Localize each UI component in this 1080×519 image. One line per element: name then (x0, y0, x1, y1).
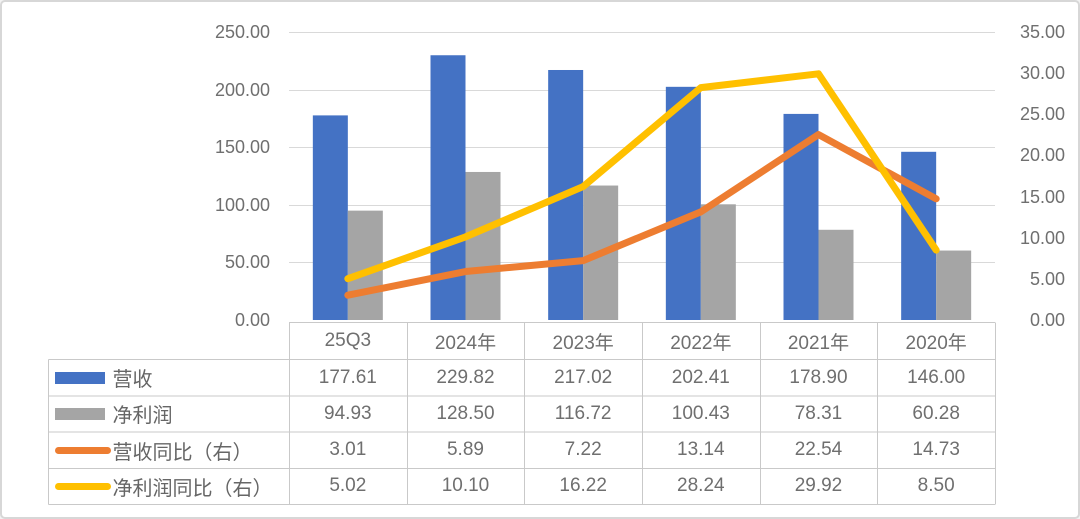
swatch-color (54, 482, 111, 490)
table-cell: 60.28 (912, 402, 960, 424)
swatch-color (54, 407, 105, 420)
table-cell: 146.00 (907, 366, 966, 388)
legend-entry: 净利润 (49, 396, 290, 432)
right-axis-tick: 35.00 (1019, 22, 1065, 42)
legend-entry: 营收同比（右） (49, 432, 290, 468)
right-axis-tick: 30.00 (1019, 63, 1065, 84)
legend-bar-swatch-icon (54, 371, 113, 384)
legend-label: 营收 (112, 369, 153, 392)
swatch-color (54, 371, 105, 384)
bar-net-profit (936, 250, 972, 320)
table-cell: 5.89 (446, 439, 484, 461)
table-cell: 14.73 (912, 439, 960, 461)
table-cell: 94.93 (324, 402, 372, 424)
legend-line-swatch-icon (54, 482, 113, 490)
right-axis-tick: 20.00 (1019, 145, 1065, 166)
bar-net-profit (465, 171, 501, 320)
table-cell: 128.50 (436, 402, 495, 424)
category-header: 2020年 (905, 332, 967, 354)
table-cell: 217.02 (554, 366, 613, 388)
legend-entry: 净利润同比（右） (49, 468, 290, 504)
table-cell: 22.54 (794, 439, 843, 461)
legend-label: 净利润同比（右） (112, 477, 273, 500)
table-cell: 16.22 (559, 475, 607, 497)
left-axis-tick: 150.00 (214, 137, 270, 158)
category-header: 25Q3 (324, 330, 372, 351)
category-header: 2024年 (434, 332, 497, 354)
table-cell: 5.02 (329, 475, 367, 497)
swatch-color (54, 446, 111, 454)
right-axis-tick: 0.00 (1029, 310, 1065, 330)
bar-revenue (312, 115, 348, 320)
category-header: 2021年 (787, 332, 850, 354)
left-axis-tick: 50.00 (224, 252, 270, 273)
bar-net-profit (700, 204, 736, 320)
right-axis-tick: 5.00 (1029, 268, 1065, 289)
legend-entry: 营收 (49, 360, 290, 396)
table-cell: 78.31 (794, 402, 843, 424)
left-axis-tick: 100.00 (214, 194, 270, 215)
table-cell: 178.90 (789, 366, 848, 388)
table-cell: 3.01 (329, 439, 367, 461)
left-axis-tick: 200.00 (214, 79, 270, 100)
table-cell: 8.50 (917, 475, 955, 497)
table-cell: 13.14 (677, 439, 725, 461)
legend-bar-swatch-icon (54, 407, 113, 420)
table-cell: 28.24 (677, 475, 725, 497)
right-axis-tick: 15.00 (1019, 186, 1065, 207)
left-axis-tick: 0.00 (234, 310, 270, 330)
line-net-profit-yoy (344, 70, 940, 283)
right-axis-tick: 10.00 (1019, 227, 1065, 248)
legend-line-swatch-icon (54, 446, 113, 454)
bar-net-profit (818, 229, 854, 320)
table-cell: 202.41 (671, 366, 730, 388)
table-cell: 229.82 (436, 366, 495, 388)
bar-revenue (665, 86, 701, 321)
table-cell: 177.61 (318, 366, 377, 388)
table-cell: 10.10 (441, 475, 490, 497)
table-cell: 29.92 (794, 475, 843, 497)
legend-label: 净利润 (112, 405, 173, 428)
left-axis-tick: 250.00 (214, 22, 270, 42)
legend-label: 营收同比（右） (112, 441, 253, 464)
right-axis-tick: 25.00 (1019, 104, 1065, 125)
table-cell: 7.22 (564, 439, 602, 461)
category-header: 2023年 (552, 332, 614, 354)
table-cell: 100.43 (671, 402, 730, 424)
category-header: 2022年 (670, 332, 732, 354)
table-cell: 116.72 (554, 402, 612, 424)
line-revenue-yoy (344, 131, 940, 299)
